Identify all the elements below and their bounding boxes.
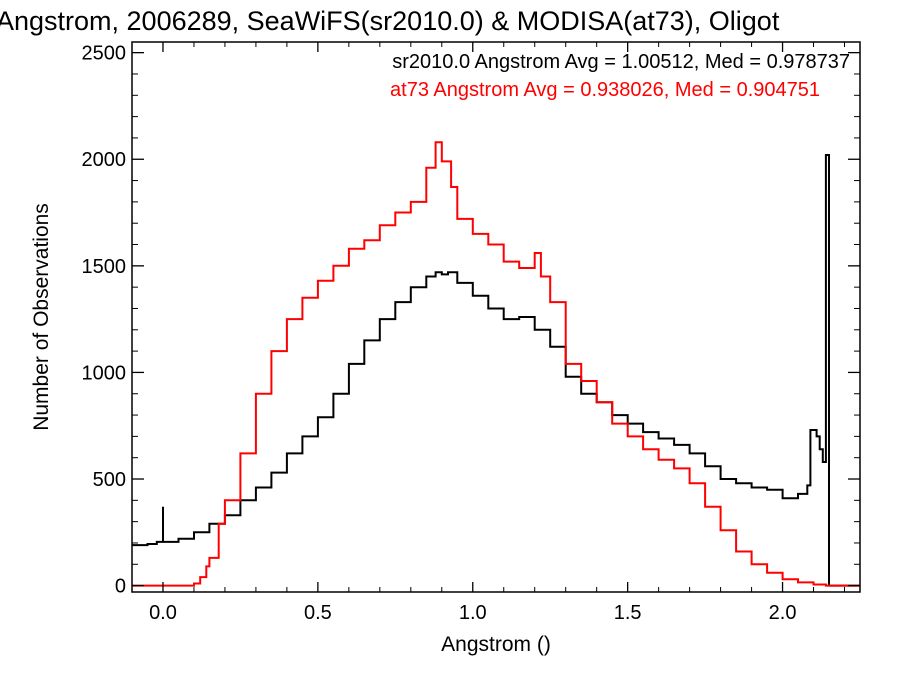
plot-frame <box>131 41 861 593</box>
chart-title: Angstrom, 2006289, SeaWiFS(sr2010.0) & M… <box>0 6 780 36</box>
y-tick-label: 500 <box>93 469 126 491</box>
annotation-sr2010: sr2010.0 Angstrom Avg = 1.00512, Med = 0… <box>392 51 850 73</box>
y-tick-label: 1500 <box>82 256 127 278</box>
x-tick-label: 1.5 <box>614 602 642 624</box>
series-layer <box>132 141 860 587</box>
x-tick-label: 2.0 <box>769 602 797 624</box>
y-tick-label: 2000 <box>82 149 127 171</box>
y-tick-label: 0 <box>115 576 126 598</box>
y-tick-label: 1000 <box>82 362 127 384</box>
x-tick-label: 0.5 <box>304 602 332 624</box>
annotation-at73: at73 Angstrom Avg = 0.938026, Med = 0.90… <box>390 79 820 101</box>
x-tick-label: 1.0 <box>459 602 487 624</box>
series-sr2010.0-line <box>132 154 860 587</box>
x-tick-label: 0.0 <box>149 602 177 624</box>
plot-area: 0.0 0.5 1.0 1.5 2.0 0 500 1000 1500 2000 2500 <box>82 41 861 624</box>
x-axis-label: Angstrom () <box>441 633 551 656</box>
axis-layer: 0.0 0.5 1.0 1.5 2.0 0 500 1000 1500 2000 2500 <box>82 42 860 624</box>
series-at73-line <box>132 141 860 587</box>
y-axis-label: Number of Observations <box>30 203 53 431</box>
y-tick-label: 2500 <box>82 43 127 65</box>
